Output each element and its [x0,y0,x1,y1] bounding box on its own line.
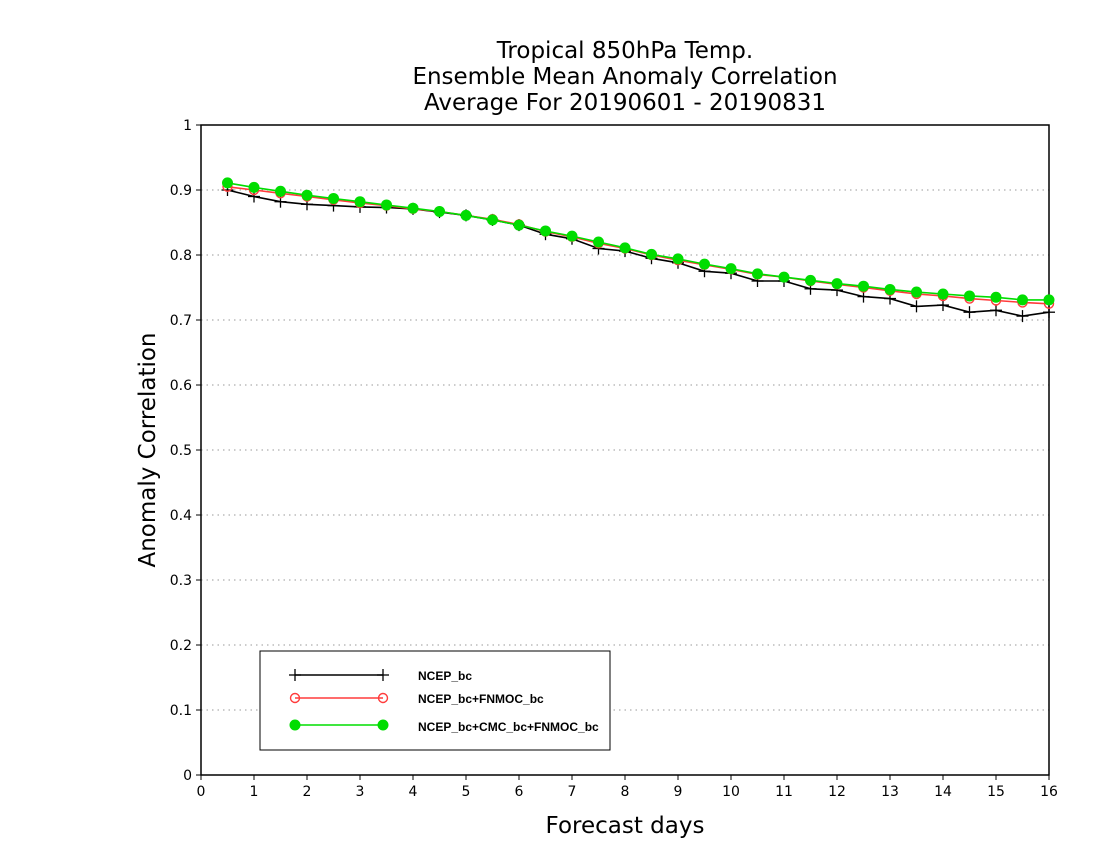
x-tick-label-15: 15 [987,784,1005,800]
x-tick-label-2: 2 [303,784,312,800]
y-tick-label-0-6: 0.6 [170,378,192,394]
point-ncep-bc-cmc-bc-fnmoc-bc-31 [1043,294,1055,306]
title-line-2: Ensemble Mean Anomaly Correlation [412,64,837,90]
y-tick-label-0-1: 0.1 [170,703,192,719]
x-tick-label-5: 5 [462,784,471,800]
point-ncep-bc-cmc-bc-fnmoc-bc-24 [858,280,869,292]
x-tick-label-6: 6 [515,784,524,800]
title-line-1: Tropical 850hPa Temp. [496,38,753,64]
legend-label-ncep-bc-fnmoc-bc: NCEP_bc+FNMOC_bc [418,692,544,706]
point-ncep-bc-28 [963,306,976,319]
x-tick-label-16: 16 [1040,784,1058,800]
y-tick-label-0-9: 0.9 [170,183,192,199]
point-ncep-bc-cmc-bc-fnmoc-bc-4 [328,192,339,204]
x-tick-label-13: 13 [881,784,899,800]
y-tick-label-1: 1 [183,118,192,134]
point-ncep-bc-cmc-bc-fnmoc-bc-19 [725,263,737,275]
legend-swatch-marker-start-ncep-bc-fnmoc-bc [289,692,301,704]
point-ncep-bc-cmc-bc-fnmoc-bc-5 [354,196,366,208]
point-ncep-bc-cmc-bc-fnmoc-bc-30 [1017,294,1028,306]
point-ncep-bc-cmc-bc-fnmoc-bc-21 [778,271,790,283]
gridlines [201,189,1049,711]
y-tick-label-0-7: 0.7 [170,313,192,329]
legend-swatches [289,669,389,731]
x-tick-label-14: 14 [934,784,952,800]
legend: NCEP_bc NCEP_bc+FNMOC_bc NCEP_bc+CMC_bc+… [259,650,611,751]
y-tick-label-0-4: 0.4 [170,508,192,524]
point-ncep-bc-cmc-bc-fnmoc-bc-20 [752,268,763,280]
point-ncep-bc-cmc-bc-fnmoc-bc-25 [884,283,896,295]
y-tick-label-0: 0 [183,768,192,784]
point-ncep-bc-cmc-bc-fnmoc-bc-8 [434,205,445,217]
point-ncep-bc-cmc-bc-fnmoc-bc-27 [937,288,949,300]
x-tick-label-10: 10 [722,784,740,800]
point-ncep-bc-cmc-bc-fnmoc-bc-28 [964,290,975,302]
chart-title: Tropical 850hPa Temp. Ensemble Mean Anom… [412,38,837,116]
legend-swatch-marker-end-ncep-bc-fnmoc-bc [377,692,389,704]
point-ncep-bc-26 [910,300,923,313]
y-axis-title: Anomaly Correlation [135,332,161,567]
x-tick-label-0: 0 [197,784,206,800]
point-ncep-bc-cmc-bc-fnmoc-bc-18 [699,258,710,270]
point-ncep-bc-cmc-bc-fnmoc-bc-11 [513,219,525,231]
point-ncep-bc-cmc-bc-fnmoc-bc-15 [619,242,631,254]
point-ncep-bc-29 [990,304,1002,317]
point-ncep-bc-cmc-bc-fnmoc-bc-22 [805,274,816,286]
x-tick-label-11: 11 [775,784,793,800]
point-ncep-bc-cmc-bc-fnmoc-bc-9 [460,209,472,221]
point-ncep-bc-cmc-bc-fnmoc-bc-16 [646,248,657,260]
x-tick-label-1: 1 [250,784,259,800]
series-layer [221,177,1055,323]
point-ncep-bc-cmc-bc-fnmoc-bc-29 [990,291,1002,303]
point-ncep-bc-cmc-bc-fnmoc-bc-7 [407,202,419,214]
legend-swatch-marker-start-ncep-bc-cmc-bc-fnmoc-bc [289,719,301,731]
x-tick-label-3: 3 [356,784,365,800]
series-line-ncep-bc-cmc-bc-fnmoc-bc [227,182,1049,301]
point-ncep-bc-cmc-bc-fnmoc-bc-17 [672,253,684,265]
y-tick-label-0-2: 0.2 [170,638,192,654]
point-ncep-bc-cmc-bc-fnmoc-bc-10 [487,214,498,226]
point-ncep-bc-cmc-bc-fnmoc-bc-26 [911,286,922,298]
point-ncep-bc-cmc-bc-fnmoc-bc-3 [301,189,313,201]
series-ncep-bc-fnmoc-bc [222,181,1055,309]
axis-ticks: 00.10.20.30.40.50.60.70.80.910 1 2 3 4 5 6 7 8 9 1… [170,118,1058,800]
y-tick-label-0-3: 0.3 [170,573,192,589]
point-ncep-bc-cmc-bc-fnmoc-bc-23 [831,278,843,290]
title-line-3: Average For 20190601 - 20190831 [424,90,826,116]
legend-swatch-marker-end-ncep-bc [377,669,389,681]
x-tick-label-7: 7 [568,784,577,800]
legend-label-ncep-bc: NCEP_bc [418,669,472,683]
series-line-ncep-bc-fnmoc-bc [227,186,1050,305]
x-tick-label-12: 12 [828,784,846,800]
y-tick-label-0-8: 0.8 [170,248,192,264]
point-ncep-bc-cmc-bc-fnmoc-bc-13 [566,230,578,242]
x-tick-label-4: 4 [409,784,418,800]
legend-label-ncep-bc-cmc-bc-fnmoc-bc: NCEP_bc+CMC_bc+FNMOC_bc [418,720,599,734]
x-tick-label-8: 8 [621,784,630,800]
x-axis-title: Forecast days [546,813,705,839]
point-ncep-bc-cmc-bc-fnmoc-bc-1 [248,181,260,193]
y-tick-label-0-5: 0.5 [170,443,192,459]
x-tick-label-9: 9 [674,784,683,800]
series-ncep-bc [221,184,1055,323]
legend-swatch-marker-start-ncep-bc [289,669,301,681]
point-ncep-bc-cmc-bc-fnmoc-bc-14 [593,236,604,248]
legend-box [259,650,611,751]
point-ncep-bc-cmc-bc-fnmoc-bc-0 [222,177,233,189]
point-ncep-bc-cmc-bc-fnmoc-bc-6 [381,199,392,211]
series-line-ncep-bc [227,189,1050,317]
point-ncep-bc-30 [1016,310,1029,323]
point-ncep-bc-cmc-bc-fnmoc-bc-2 [275,185,286,197]
point-ncep-bc-cmc-bc-fnmoc-bc-12 [540,225,551,237]
series-ncep-bc-cmc-bc-fnmoc-bc [222,177,1055,306]
legend-swatch-marker-end-ncep-bc-cmc-bc-fnmoc-bc [377,719,389,731]
